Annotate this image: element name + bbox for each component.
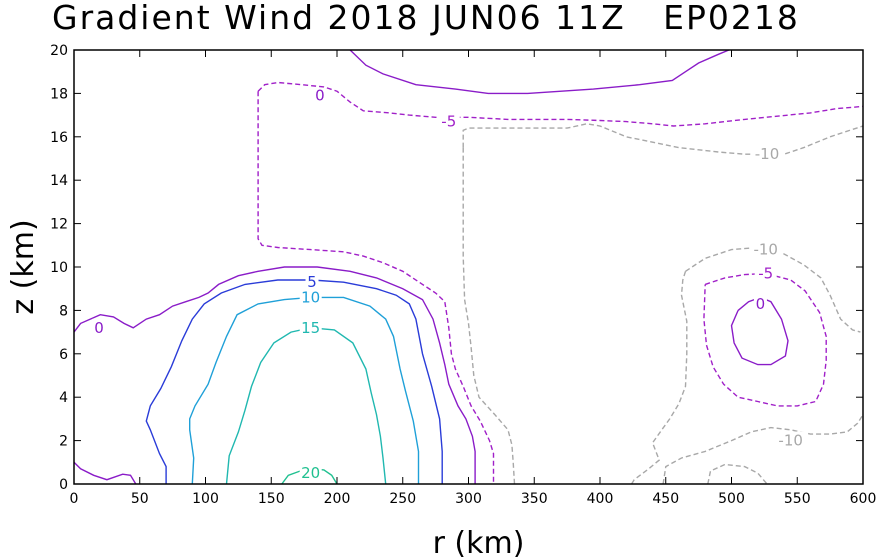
contour-label: -10 (778, 432, 803, 450)
y-tick-label: 20 (50, 43, 68, 59)
x-tick-label: 600 (850, 491, 877, 507)
x-tick-label: 200 (324, 491, 351, 507)
contour-label: 5 (307, 273, 317, 291)
contour-label: 0 (94, 319, 104, 337)
contour-line-neg5-8 (257, 81, 864, 127)
y-tick-label: 10 (50, 260, 68, 276)
contour-label-bg (751, 145, 783, 163)
x-tick-label: 450 (652, 491, 679, 507)
contour-label: -5 (441, 113, 456, 131)
contour-label-bg (313, 86, 327, 104)
x-tick-label: 150 (258, 491, 285, 507)
contour-label-bg (754, 264, 777, 282)
contour-label: -5 (758, 265, 773, 283)
contour-label-bg (775, 431, 807, 449)
x-tick-label: 250 (389, 491, 416, 507)
y-tick-label: 6 (59, 347, 68, 363)
contour-label-bg (750, 240, 782, 258)
contour-label: 20 (301, 464, 320, 482)
x-tick-label: 400 (587, 491, 614, 507)
contour-label: 0 (756, 295, 766, 313)
contour-line-neg10-15 (662, 414, 864, 485)
contour-line-neg5-10 (703, 272, 827, 407)
contour-label: 15 (301, 319, 320, 337)
y-tick-label: 16 (50, 130, 68, 146)
contour-line-0-1 (349, 49, 730, 95)
contour-line-5-4 (145, 279, 443, 484)
contour-line-neg10-14 (631, 271, 688, 485)
y-axis-title: z (km) (6, 219, 41, 314)
contour-line-15-6 (225, 327, 387, 485)
contour-label-bg (299, 288, 322, 306)
x-tick-label: 300 (455, 491, 482, 507)
contour-label: -10 (753, 241, 778, 259)
contour-line-neg10-13 (685, 246, 861, 333)
contour-label: 10 (301, 288, 320, 306)
x-tick-label: 100 (192, 491, 219, 507)
contour-label-bg (92, 318, 106, 336)
contour-label: -10 (755, 145, 780, 163)
contour-line-neg10-16 (707, 463, 768, 485)
x-axis-title: r (km) (433, 526, 525, 560)
contour-line-10-5 (189, 296, 420, 485)
contour-line-neg10-11 (462, 123, 864, 155)
y-tick-label: 18 (50, 86, 68, 102)
x-tick-label: 0 (70, 491, 79, 507)
y-tick-label: 14 (50, 173, 68, 189)
x-tick-label: 500 (718, 491, 745, 507)
chart-title: Gradient Wind 2018 JUN06 11Z EP0218 (52, 0, 800, 37)
contour-line-neg10-12 (462, 147, 516, 485)
contour-label-bg (299, 318, 322, 336)
y-tick-label: 2 (59, 434, 68, 450)
y-tick-label: 8 (59, 303, 68, 319)
x-tick-label: 50 (131, 491, 149, 507)
plot-frame (73, 49, 864, 485)
contour-line-0-0 (73, 266, 476, 484)
contour-label-bg (299, 464, 322, 482)
contour-label-bg (753, 294, 767, 312)
contour-line-neg5-9 (257, 91, 495, 484)
x-tick-label: 350 (521, 491, 548, 507)
y-tick-label: 12 (50, 217, 68, 233)
contour-label-bg (305, 273, 319, 291)
x-tick-label: 550 (784, 491, 811, 507)
contour-line-0-3 (73, 461, 137, 485)
contour-label: 0 (315, 87, 325, 105)
y-tick-label: 0 (59, 477, 68, 493)
contour-label-bg (437, 112, 460, 130)
y-tick-label: 4 (59, 390, 68, 406)
